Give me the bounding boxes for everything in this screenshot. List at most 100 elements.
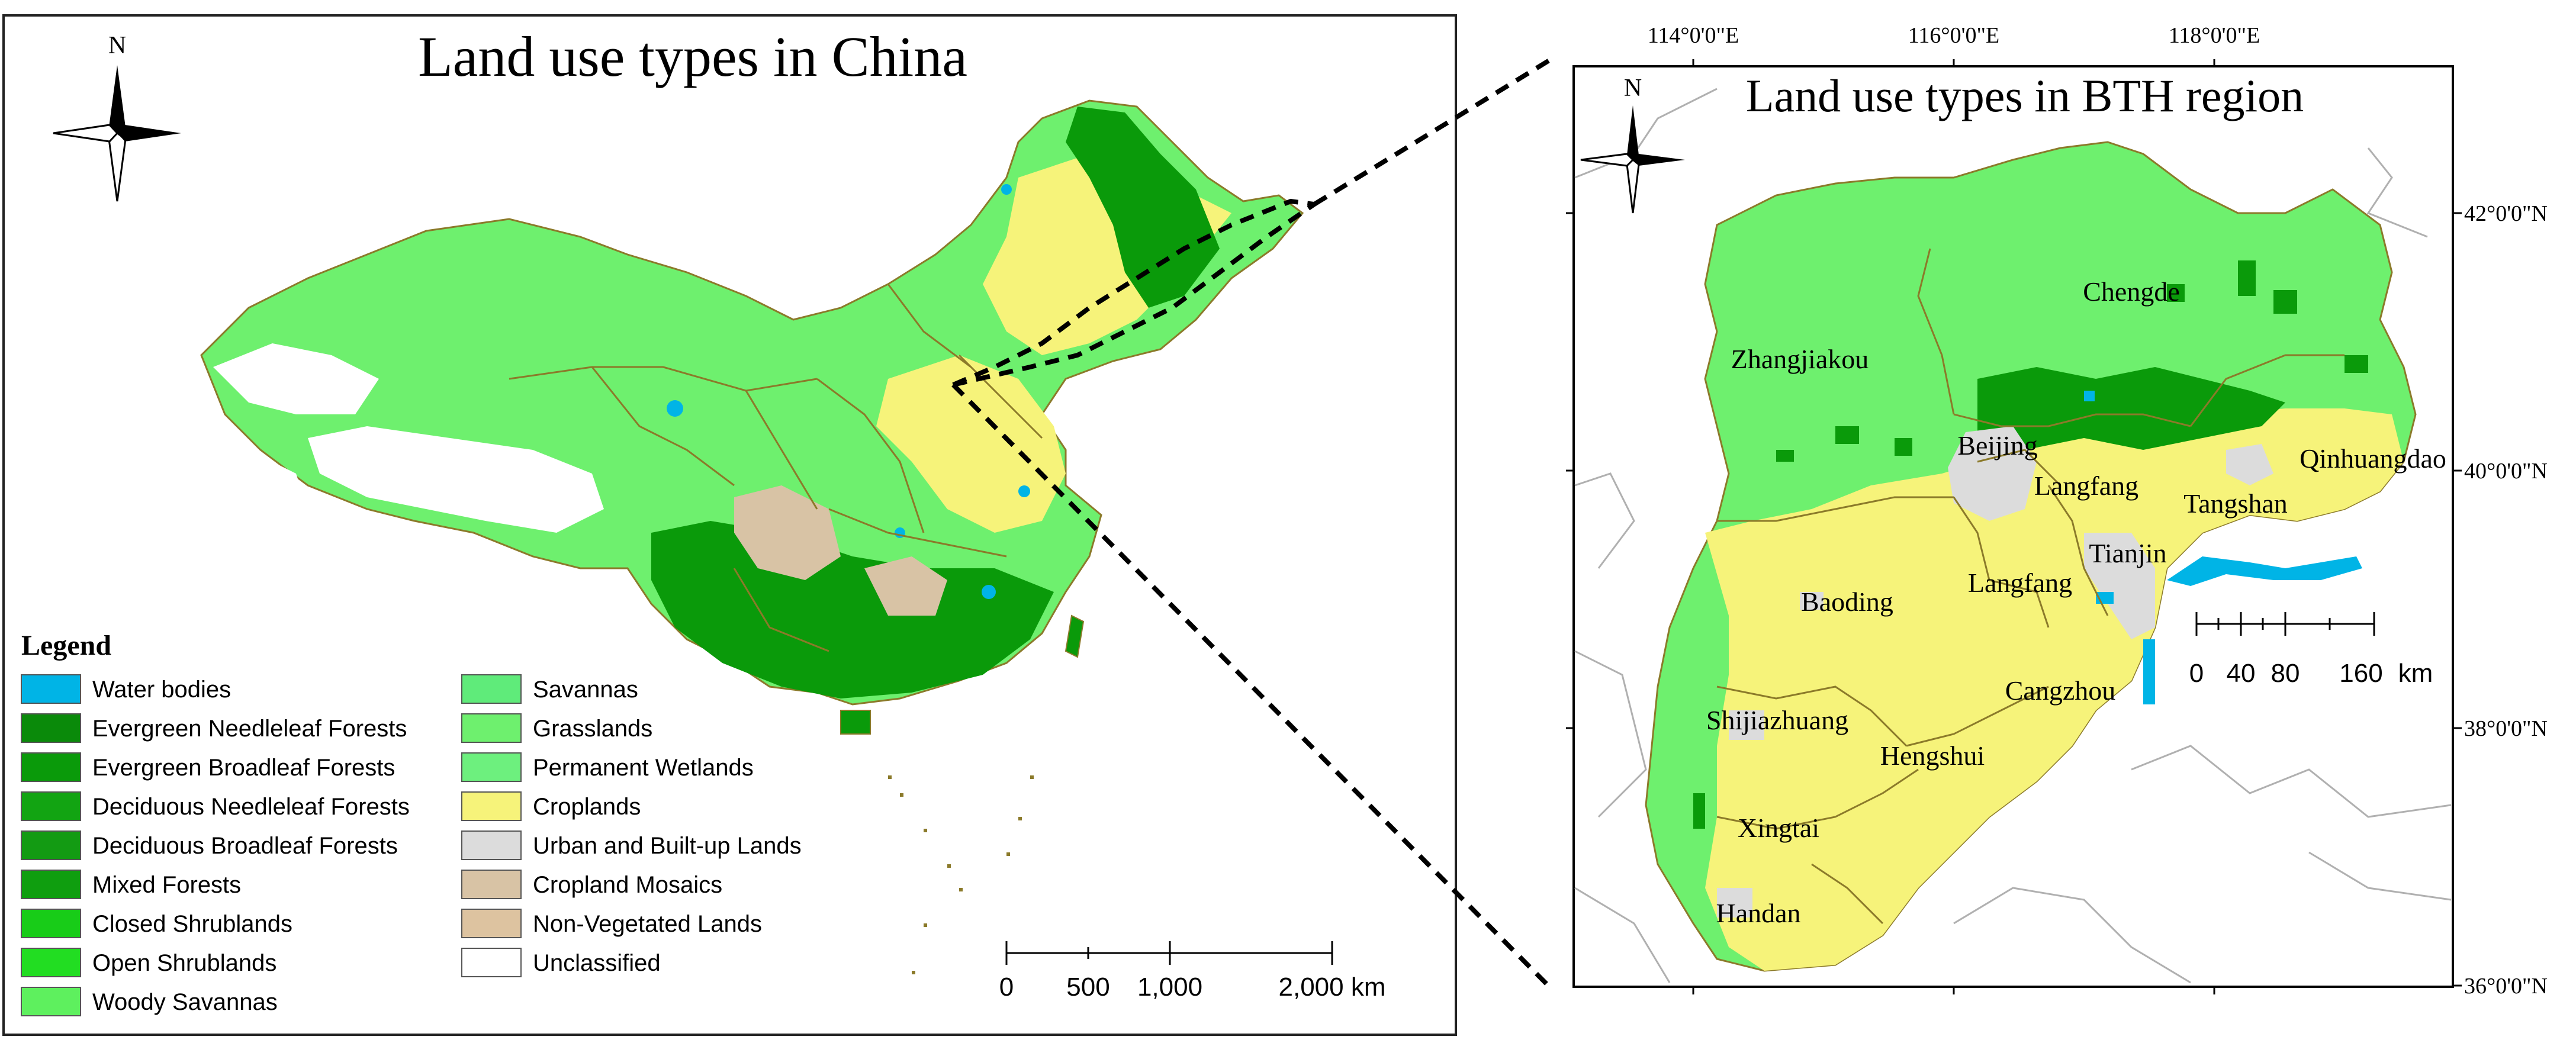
legend-label: Permanent Wetlands [533, 755, 754, 781]
legend-swatch [461, 870, 522, 899]
city-label-baoding: Baoding [1801, 587, 1893, 617]
forest-area [1066, 107, 1220, 308]
bth-region-highlight [952, 198, 1321, 387]
city-label-zhangjiakou: Zhangjiakou [1731, 344, 1869, 374]
legend-label: Urban and Built-up Lands [533, 833, 802, 859]
city-label-langfang-north: Langfang [2034, 471, 2138, 501]
lon-tick-label: 116°0'0"E [1908, 23, 1999, 48]
neighbor-boundaries [1574, 88, 2452, 984]
legend-label: Cropland Mosaics [533, 872, 722, 898]
legend-label: Grasslands [533, 716, 652, 742]
scale-label: 160 [2339, 659, 2382, 688]
scale-label: 500 [1066, 973, 1109, 1002]
lat-tick-label: 38°0'0"N [2464, 716, 2548, 741]
legend-item: Grasslands [461, 713, 652, 743]
legend-swatch [461, 948, 522, 977]
legend-item: Deciduous Broadleaf Forests [21, 830, 398, 860]
legend-title: Legend [21, 630, 111, 661]
bth-map-panel: 114°0'0"E 116°0'0"E 118°0'0"E 42°0'0"N 4… [1566, 23, 2548, 999]
legend-swatch [21, 909, 81, 938]
legend-item: Croplands [461, 791, 641, 821]
water-body [982, 585, 996, 599]
legend-swatch [461, 674, 522, 704]
unclassified-area [249, 450, 308, 509]
handan-urban [1717, 888, 1752, 918]
shijiazhuang-urban [1729, 710, 1764, 740]
legend-item: Evergreen Needleleaf Forests [21, 713, 407, 743]
scale-label: 0 [2189, 659, 2204, 688]
city-boundaries [1716, 248, 2345, 925]
city-label-tianjin: Tianjin [2089, 538, 2166, 568]
legend-item: Evergreen Broadleaf Forests [21, 752, 395, 782]
legend-swatch [21, 791, 81, 821]
legend-item: Deciduous Needleleaf Forests [21, 791, 410, 821]
city-label-shijiazhuang: Shijiazhuang [1706, 705, 1848, 735]
city-label-cangzhou: Cangzhou [2005, 675, 2116, 706]
cropland-area [1705, 408, 2404, 971]
forest-area [651, 521, 1054, 698]
city-label-qinhuangdao: Qinhuangdao [2300, 443, 2446, 474]
cropland-area [876, 355, 1066, 533]
north-label: N [1624, 75, 1642, 102]
legend-item: Open Shrublands [21, 948, 276, 977]
north-label: N [108, 32, 126, 59]
legend-label: Deciduous Needleleaf Forests [92, 794, 410, 820]
legend-swatch [21, 987, 81, 1016]
north-arrow-icon: N [53, 32, 181, 202]
legend-label: Water bodies [92, 677, 231, 703]
tangshan-urban [2226, 444, 2273, 485]
unclassified-area [308, 426, 604, 533]
legend-label: Deciduous Broadleaf Forests [92, 833, 398, 859]
scale-label: 40 [2227, 659, 2256, 688]
city-label-tangshan: Tangshan [2183, 488, 2288, 519]
legend-swatch [21, 752, 81, 782]
north-arrow-icon: N [1580, 75, 1685, 214]
scale-unit: km [2398, 659, 2433, 688]
scale-label: 0 [999, 973, 1014, 1002]
legend-item: Savannas [461, 674, 638, 704]
legend-label: Croplands [533, 794, 641, 820]
legend-swatch [461, 713, 522, 743]
cropland-mosaic-area [734, 485, 841, 580]
legend-label: Evergreen Broadleaf Forests [92, 755, 395, 781]
legend-item: Cropland Mosaics [461, 870, 722, 899]
lat-tick-label: 40°0'0"N [2464, 459, 2548, 484]
lon-tick-label: 114°0'0"E [1648, 23, 1739, 48]
water-body [1018, 485, 1030, 497]
legend-item: Closed Shrublands [21, 909, 292, 938]
water-body [667, 400, 683, 417]
legend-label: Non-Vegetated Lands [533, 911, 762, 937]
forest-patches [1693, 260, 2368, 829]
longitude-ticks: 114°0'0"E 116°0'0"E 118°0'0"E [1648, 23, 2260, 994]
legend-swatch [21, 713, 81, 743]
legend-column-1: Water bodies Evergreen Needleleaf Forests… [21, 674, 410, 1016]
legend-label: Closed Shrublands [92, 911, 292, 937]
legend-item: Non-Vegetated Lands [461, 909, 762, 938]
legend-item: Permanent Wetlands [461, 752, 754, 782]
legend-label: Open Shrublands [92, 950, 276, 976]
legend-swatch [21, 948, 81, 977]
city-labels: Zhangjiakou Chengde Beijing Qinhuangdao … [1706, 276, 2446, 928]
scale-label: 80 [2271, 659, 2300, 688]
city-label-chengde: Chengde [2083, 276, 2180, 307]
city-label-beijing: Beijing [1957, 430, 2037, 461]
legend-swatch [461, 791, 522, 821]
city-label-xingtai: Xingtai [1738, 813, 1819, 843]
beijing-urban [1948, 426, 2037, 521]
city-label-langfang-south: Langfang [1968, 568, 2072, 598]
lat-tick-label: 42°0'0"N [2464, 201, 2548, 226]
china-landcover [200, 99, 1304, 974]
bth-map-title: Land use types in BTH region [1746, 70, 2304, 121]
legend: Legend Water bodies Evergreen Needleleaf … [21, 630, 802, 1016]
legend-label: Woody Savannas [92, 989, 278, 1015]
water-body [1001, 184, 1012, 195]
unclassified-area [213, 343, 379, 414]
legend-item: Urban and Built-up Lands [461, 830, 802, 860]
scale-label: 1,000 [1137, 973, 1202, 1002]
latitude-ticks: 42°0'0"N 40°0'0"N 38°0'0"N 36°0'0"N [1566, 201, 2548, 999]
city-label-handan: Handan [1716, 898, 1800, 928]
lon-tick-label: 118°0'0"E [2169, 23, 2260, 48]
legend-label: Evergreen Needleleaf Forests [92, 716, 407, 742]
legend-label: Mixed Forests [92, 872, 241, 898]
